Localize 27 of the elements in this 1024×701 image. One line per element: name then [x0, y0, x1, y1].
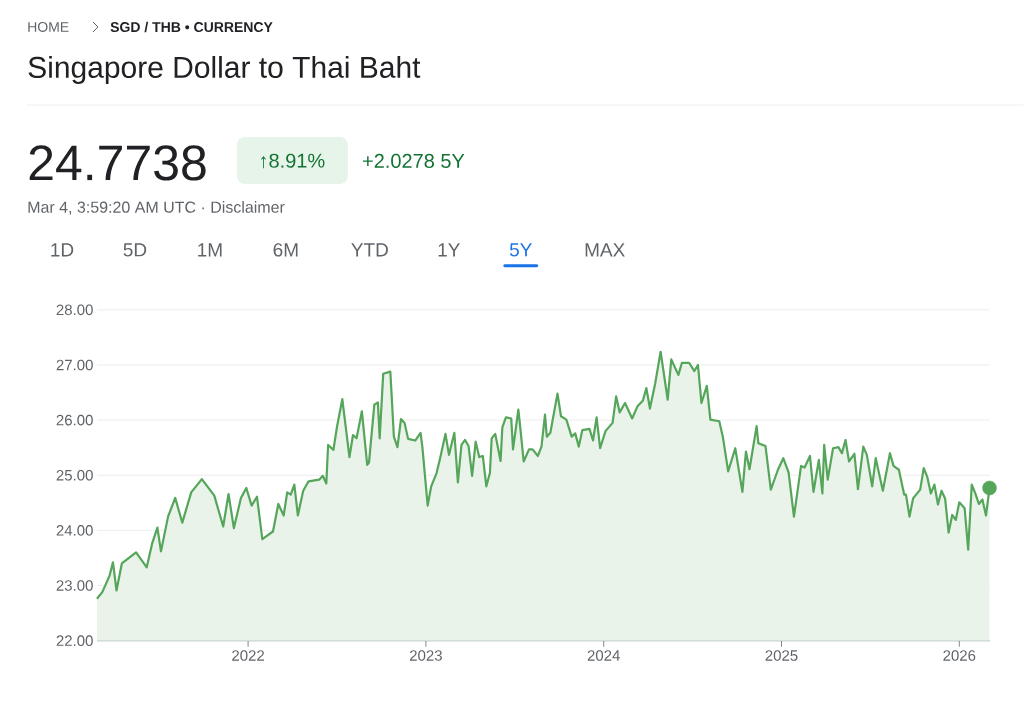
text: 1M [198, 243, 222, 257]
y-tick-label: 26.00 [56, 414, 93, 426]
x-tick-label: 2025 [765, 650, 798, 661]
text: 1D [51, 243, 74, 257]
text: +2.0278 5Y [363, 154, 465, 169]
text: 1Y [438, 243, 460, 257]
y-tick-label: 24.00 [56, 525, 93, 536]
x-tick-label: 2026 [943, 650, 976, 661]
text: HOME [28, 22, 69, 33]
y-tick-label: 23.00 [56, 580, 93, 592]
text: SGD / THB • CURRENCY [110, 21, 273, 33]
y-tick-label: 28.00 [56, 304, 93, 316]
text: Mar 4, 3:59:20 AM UTC · Disclaimer [28, 201, 285, 215]
x-tick-label: 2024 [587, 650, 620, 661]
text: 24.7738 [29, 145, 206, 181]
x-tick-label: 2023 [409, 650, 442, 661]
y-tick-label: 25.00 [56, 470, 93, 481]
chart-title: Singapore Dollar to Thai Baht [28, 56, 421, 85]
text: YTD [351, 243, 388, 257]
y-tick-label: 27.00 [56, 359, 93, 371]
x-tick-label: 2022 [232, 650, 265, 661]
text: MAX [585, 243, 625, 257]
y-tick-label: 22.00 [56, 635, 93, 647]
text: 5D [123, 243, 147, 257]
text: 5Y [509, 243, 532, 257]
text: 6M [273, 243, 298, 257]
text: ↑8.91% [261, 153, 325, 169]
